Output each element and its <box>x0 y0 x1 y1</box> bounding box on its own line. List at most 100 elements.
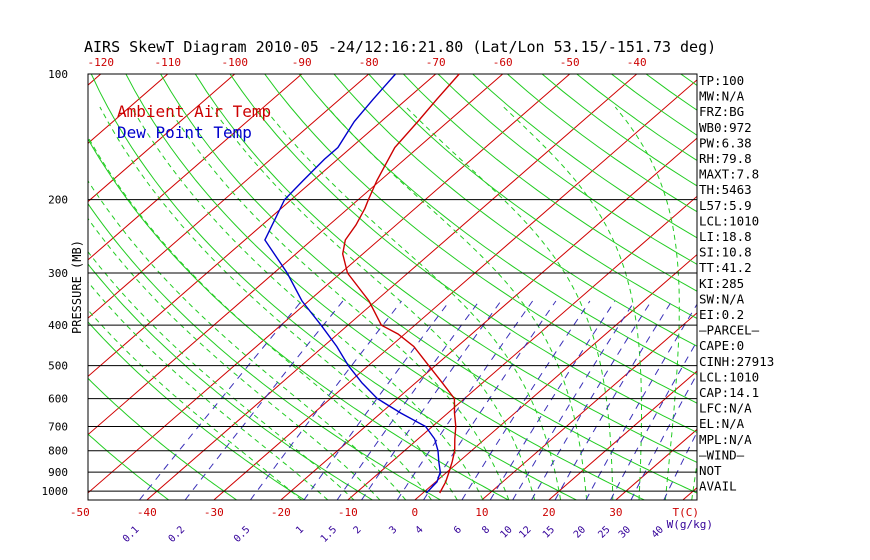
index-item: KI:285 <box>699 276 744 291</box>
bottom-temp-tick-label: 20 <box>542 506 555 519</box>
dry-adiabat-line <box>88 321 305 500</box>
isotherm-line <box>280 137 697 500</box>
mixing-ratio-tick-label: 20 <box>572 524 588 540</box>
mixing-ratio-line <box>303 300 450 500</box>
mixing-ratio-tick-label: 1 <box>294 524 306 536</box>
bottom-temp-tick-label: -20 <box>271 506 291 519</box>
dry-adiabat-line <box>125 74 645 500</box>
moist-adiabat-line <box>263 106 562 500</box>
dry-adiabat-line <box>298 74 697 375</box>
isotherm-line <box>213 79 697 500</box>
plot-frame <box>87 73 698 501</box>
mixing-ratio-unit-label: W(g/kg) <box>667 518 713 531</box>
dry-adiabat-line <box>403 74 697 292</box>
isotherm-line <box>481 312 697 500</box>
index-item: EL:N/A <box>699 416 745 431</box>
index-item: MPL:N/A <box>699 432 752 447</box>
bottom-temp-tick-label: -50 <box>70 506 90 519</box>
bottom-temp-tick-label: 10 <box>475 506 488 519</box>
mixing-ratio-line <box>139 300 302 500</box>
pressure-tick-label: 500 <box>48 360 68 373</box>
moist-adiabat-line <box>167 106 510 500</box>
index-item: LCL:1010 <box>699 213 759 228</box>
index-item: —WIND— <box>699 447 745 462</box>
index-item: AVAIL <box>699 479 737 494</box>
series-group <box>341 73 460 494</box>
index-item: FRZ:BG <box>699 104 744 119</box>
legend-item: Ambient Air Temp <box>117 102 271 121</box>
mixing-ratio-line <box>461 300 591 500</box>
moist-adiabat-line <box>99 106 458 500</box>
index-item: MAXT:7.8 <box>699 167 759 182</box>
dry-adiabat-line <box>750 74 870 500</box>
dry-adiabat-line <box>645 74 697 111</box>
index-item: NOT <box>699 463 722 478</box>
index-item: TT:41.2 <box>699 260 752 275</box>
mixing-ratio-line <box>489 300 616 500</box>
isotherm-line <box>88 74 370 319</box>
mixing-ratio-tick-label: 10 <box>499 524 515 540</box>
mixing-ratio-tick-label: 25 <box>596 524 612 540</box>
top-temp-tick-label: -110 <box>154 56 181 69</box>
pressure-tick-label: 900 <box>48 466 68 479</box>
dry-adiabat-line <box>229 74 697 433</box>
series-layer <box>264 73 460 494</box>
isotherm-line <box>146 74 638 500</box>
mixing-ratio-tick-label: 15 <box>541 524 557 540</box>
stability-indices: TP:100MW:N/AFRZ:BGWB0:972PW:6.38RH:79.8M… <box>699 73 774 494</box>
mixing-ratio-tick-label: 4 <box>414 524 426 536</box>
isotherm-line <box>88 74 504 436</box>
pressure-tick-label: 100 <box>48 68 68 81</box>
mixing-ratio-line <box>585 303 697 500</box>
index-item: L57:5.9 <box>699 198 752 213</box>
y-axis-label: PRESSURE (MB) <box>70 240 84 334</box>
dry-adiabat-line <box>785 74 870 500</box>
top-temp-tick-label: -50 <box>560 56 580 69</box>
isotherm-line <box>88 74 236 203</box>
top-temp-tick-label: -70 <box>426 56 446 69</box>
index-item: WB0:972 <box>699 120 752 135</box>
pressure-tick-label: 400 <box>48 319 68 332</box>
bottom-temp-tick-label: -40 <box>137 506 157 519</box>
dry-adiabat-line <box>160 74 697 494</box>
isotherm-line <box>88 74 102 86</box>
moist-adiabat-line <box>88 309 302 500</box>
pressure-tick-label: 1000 <box>42 485 69 498</box>
pressure-tick-label: 200 <box>48 194 68 207</box>
grid-layer <box>0 73 870 501</box>
index-item: TH:5463 <box>699 182 752 197</box>
mixing-ratio-tick-label: 2 <box>352 524 364 536</box>
dry-adiabat-line <box>88 263 373 500</box>
top-temp-tick-label: -100 <box>221 56 248 69</box>
moist-adiabat-line <box>503 106 642 500</box>
dry-adiabat-line <box>368 74 697 320</box>
top-temp-tick-label: -80 <box>359 56 379 69</box>
mixing-ratio-tick-label: 6 <box>452 524 464 536</box>
moist-adiabat-line <box>88 281 329 500</box>
isotherm-line <box>0 74 34 500</box>
mixing-ratio-line <box>184 300 344 500</box>
dry-adiabat-line <box>333 74 697 347</box>
dry-adiabat-line <box>88 377 237 500</box>
moist-adiabat-line <box>88 180 407 500</box>
moist-adiabat-line <box>88 250 355 500</box>
mixing-ratio-tick-label: 0.5 <box>232 524 253 545</box>
pressure-tick-label: 800 <box>48 445 68 458</box>
bottom-temp-tick-label: 0 <box>412 506 419 519</box>
mixing-ratio-line <box>423 300 557 500</box>
isotherm-line <box>88 74 303 261</box>
mixing-ratio-tick-label: 0.1 <box>121 524 142 545</box>
dew-point-profile <box>264 73 442 494</box>
top-temp-tick-label: -120 <box>87 56 114 69</box>
dry-adiabat-line <box>264 74 697 404</box>
top-temp-tick-label: -60 <box>493 56 513 69</box>
moist-adiabat-line <box>691 460 697 500</box>
isotherm-line <box>414 253 697 500</box>
moist-adiabat-line <box>210 106 536 500</box>
pressure-tick-label: 700 <box>48 421 68 434</box>
index-item: LI:18.8 <box>699 229 752 244</box>
pressure-tick-label: 300 <box>48 267 68 280</box>
dry-adiabat-line <box>88 138 509 500</box>
dry-adiabat-line <box>88 433 170 500</box>
dry-adiabat-line <box>437 74 697 265</box>
